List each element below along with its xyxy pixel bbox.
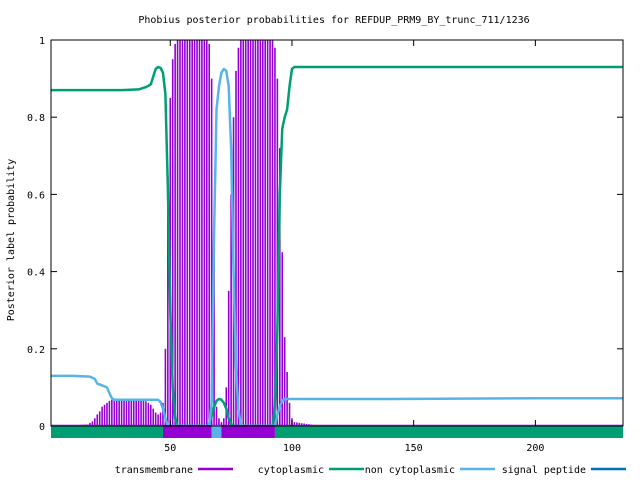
track-segment-non-cytoplasmic [274,425,623,438]
chart-title: Phobius posterior probabilities for REFD… [138,15,529,26]
x-tick-label: 50 [164,443,176,454]
track-segment-non-cytoplasmic [51,425,163,438]
plot-area [51,40,623,438]
x-tick-label: 150 [405,443,423,454]
y-tick-label: 0 [39,422,45,433]
legend-label-transmembrane: transmembrane [115,465,193,476]
x-tick-label: 200 [526,443,544,454]
track-segment-transmembrane [162,425,212,438]
legend: transmembrane cytoplasmic non cytoplasmic s… [115,465,626,476]
plot-frame [50,39,624,427]
y-tick-label: 0.8 [27,113,45,124]
y-tick-label: 0.4 [27,268,45,279]
y-tick-label: 0.2 [27,345,45,356]
legend-label-non-cytoplasmic: non cytoplasmic [365,465,455,476]
x-tick-label: 100 [283,443,301,454]
series-line-signal-peptide [51,67,623,428]
track-segment-signal-peptide [211,425,222,438]
legend-label-cytoplasmic: cytoplasmic [258,465,324,476]
y-tick-label: 0.6 [27,190,45,201]
track-segment-transmembrane [221,425,275,438]
y-tick-label: 1 [39,36,45,47]
topology-track [51,425,623,438]
y-axis-label: Posterior label probability [6,159,17,322]
series-line-non-cytoplasmic [51,65,623,428]
legend-label-signal-peptide: signal peptide [502,465,586,476]
series-transmembrane [51,40,623,426]
